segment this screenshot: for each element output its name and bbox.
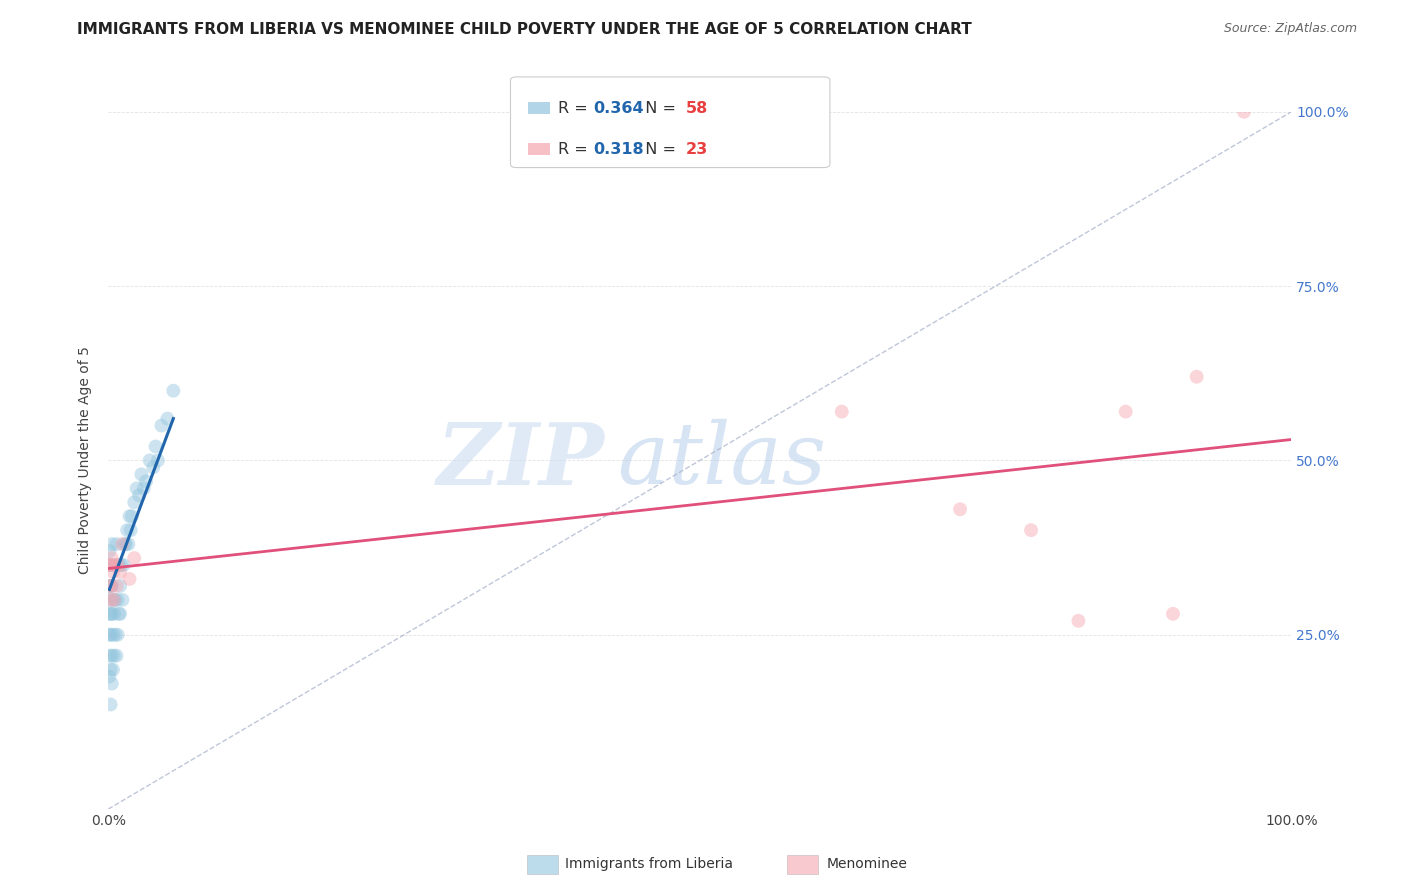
Text: N =: N = (634, 142, 681, 156)
Point (108, 565, 131, 579)
FancyBboxPatch shape (510, 77, 830, 168)
Point (949, 502, 972, 516)
Point (100, 558, 122, 572)
Point (101, 579, 124, 593)
Point (138, 453, 160, 467)
Point (107, 593, 129, 607)
Point (103, 648, 125, 663)
Point (162, 384, 184, 398)
Point (104, 628, 127, 642)
Point (101, 537, 124, 551)
Point (128, 488, 150, 502)
Point (118, 509, 141, 524)
Point (118, 572, 141, 586)
Text: Source: ZipAtlas.com: Source: ZipAtlas.com (1223, 22, 1357, 36)
Point (98, 579, 121, 593)
Point (100, 579, 122, 593)
Point (1233, 104, 1256, 119)
Point (98, 648, 121, 663)
Point (100, 663, 122, 677)
Text: 0.364: 0.364 (593, 101, 644, 116)
Point (115, 523, 138, 537)
Point (101, 676, 124, 690)
Point (108, 607, 131, 621)
Point (114, 537, 136, 551)
Point (98, 544, 121, 558)
Point (156, 411, 179, 425)
Point (1185, 369, 1208, 384)
Point (98, 593, 121, 607)
Point (98, 628, 121, 642)
Text: N =: N = (634, 101, 681, 116)
Point (100, 558, 122, 572)
Point (105, 648, 128, 663)
Point (98, 670, 121, 684)
Point (103, 607, 125, 621)
Point (108, 558, 131, 572)
Point (107, 558, 129, 572)
Point (121, 509, 143, 524)
Point (117, 537, 139, 551)
Point (108, 579, 131, 593)
Point (122, 551, 145, 566)
Point (100, 628, 122, 642)
Point (112, 558, 135, 572)
Point (98, 579, 121, 593)
Point (125, 481, 148, 495)
Point (101, 579, 124, 593)
Point (101, 551, 124, 566)
Point (104, 593, 127, 607)
Point (120, 523, 142, 537)
Point (108, 607, 131, 621)
Point (101, 628, 124, 642)
Point (115, 537, 138, 551)
Text: Immigrants from Liberia: Immigrants from Liberia (565, 857, 733, 871)
Text: 0.318: 0.318 (593, 142, 644, 156)
Point (101, 663, 124, 677)
Point (1115, 404, 1137, 418)
Point (101, 565, 124, 579)
Point (1067, 614, 1090, 628)
Text: R =: R = (558, 101, 593, 116)
Point (103, 558, 125, 572)
Text: IMMIGRANTS FROM LIBERIA VS MENOMINEE CHILD POVERTY UNDER THE AGE OF 5 CORRELATIO: IMMIGRANTS FROM LIBERIA VS MENOMINEE CHI… (77, 22, 972, 37)
Text: R =: R = (558, 142, 593, 156)
FancyBboxPatch shape (529, 102, 550, 114)
Point (111, 537, 134, 551)
Point (135, 475, 157, 489)
Point (1161, 607, 1184, 621)
Point (104, 558, 127, 572)
Point (101, 607, 124, 621)
Point (101, 648, 124, 663)
Point (110, 558, 132, 572)
Point (150, 418, 173, 433)
Point (142, 460, 165, 475)
Text: ZIP: ZIP (437, 418, 605, 502)
Text: atlas: atlas (617, 419, 827, 502)
Point (100, 593, 122, 607)
Point (831, 404, 853, 418)
Point (103, 593, 125, 607)
Text: Menominee: Menominee (827, 857, 908, 871)
Point (98, 558, 121, 572)
Text: 23: 23 (686, 142, 707, 156)
Point (122, 495, 145, 509)
Point (111, 593, 134, 607)
Point (132, 481, 155, 495)
Point (98, 558, 121, 572)
Point (100, 698, 122, 712)
Y-axis label: Child Poverty Under the Age of 5: Child Poverty Under the Age of 5 (79, 346, 93, 574)
Point (1019, 523, 1042, 537)
Point (146, 453, 169, 467)
Point (145, 440, 167, 454)
Point (105, 579, 128, 593)
Point (100, 607, 122, 621)
Text: 58: 58 (686, 101, 707, 116)
Point (131, 467, 153, 482)
Point (105, 537, 128, 551)
FancyBboxPatch shape (529, 143, 550, 155)
Point (107, 628, 129, 642)
Point (101, 593, 124, 607)
Point (98, 607, 121, 621)
